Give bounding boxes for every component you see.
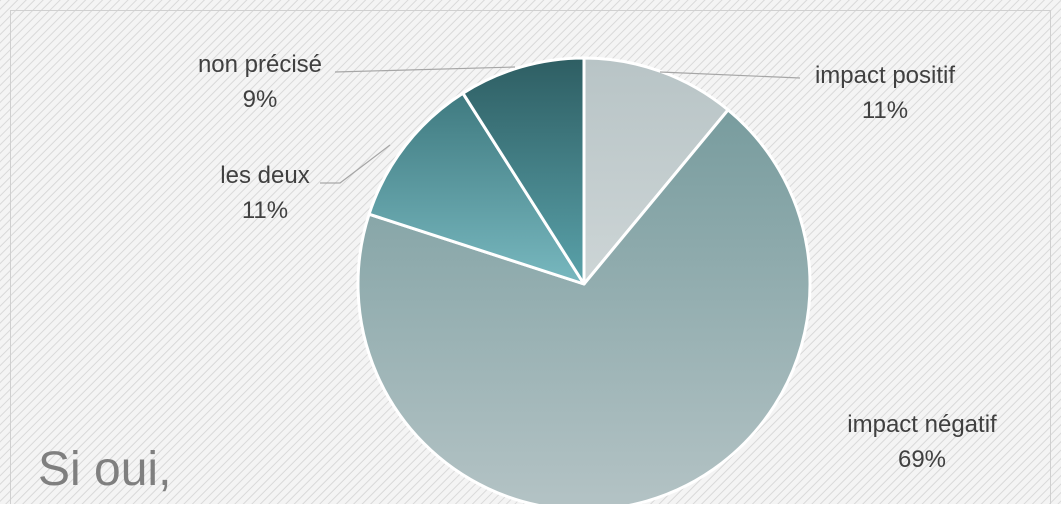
- leader-line: [659, 71, 801, 79]
- slice-value-label: 11%: [242, 197, 288, 224]
- pie-slice-non-precise: [461, 56, 586, 286]
- slice-label: impact positif: [815, 62, 955, 89]
- chart-caption: Si oui,: [38, 443, 171, 496]
- slice-value-label: 9%: [243, 86, 278, 113]
- pie-slice-impact-negatif: [356, 108, 812, 509]
- slice-value-label: 11%: [862, 97, 908, 124]
- slice-label: impact négatif: [847, 411, 997, 438]
- slice-label: les deux: [220, 162, 309, 189]
- slice-value-label: 69%: [898, 446, 946, 473]
- pie-slice-les-deux: [367, 91, 586, 286]
- slice-label: non précisé: [198, 51, 322, 78]
- leader-line: [334, 66, 516, 73]
- leader-line: [320, 144, 391, 184]
